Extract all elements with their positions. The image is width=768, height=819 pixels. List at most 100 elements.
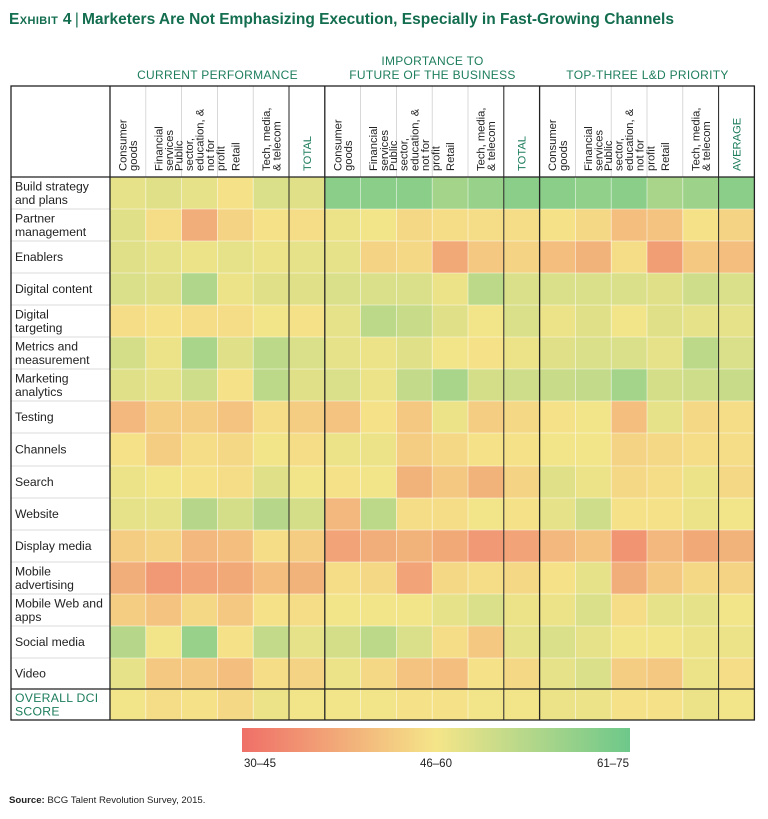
- heatmap-cell: [611, 594, 647, 626]
- column-header-line: Tech, media,: [690, 108, 702, 171]
- heatmap-cell: [324, 562, 361, 594]
- column-header-line: & telecom: [701, 121, 713, 171]
- heatmap-cell: [539, 658, 576, 689]
- row-label: Metrics and: [15, 340, 78, 354]
- heatmap-cell: [611, 466, 647, 498]
- heatmap-cell: [575, 530, 612, 562]
- heatmap-cell: [611, 689, 647, 720]
- group-label-importance: IMPORTANCE TO FUTURE OF THE BUSINESS: [349, 54, 516, 82]
- heatmap-cell: [253, 562, 289, 594]
- heatmap-cell: [611, 273, 647, 305]
- heatmap-cell: [503, 337, 540, 369]
- heatmap-cell: [503, 401, 540, 433]
- heatmap-cell: [539, 369, 576, 401]
- heatmap-cell: [181, 562, 218, 594]
- column-header-line: & telecom: [486, 121, 498, 171]
- column-header-group: Tech, media,& telecom: [261, 108, 284, 171]
- heatmap-cell: [682, 305, 719, 337]
- heatmap-cell: [181, 498, 218, 530]
- row-label: measurement: [15, 353, 90, 367]
- heatmap-cell: [360, 369, 397, 401]
- heatmap-cell: [432, 498, 468, 530]
- heatmap-cell: [432, 369, 468, 401]
- exhibit-label: Exhibit 4: [9, 11, 72, 28]
- heatmap-cell: [396, 305, 433, 337]
- heatmap-cell: [503, 369, 540, 401]
- heatmap-cell: [360, 562, 397, 594]
- column-header-line: Consumer: [547, 119, 559, 171]
- heatmap-cell: [181, 689, 218, 720]
- heatmap-cell: [611, 626, 647, 658]
- heatmap-cell: [539, 209, 576, 241]
- row-label: Display media: [15, 539, 92, 553]
- heatmap-cell: [575, 369, 612, 401]
- heatmap-cell: [110, 689, 146, 720]
- heatmap-cell: [611, 530, 647, 562]
- column-header-line: not for: [205, 139, 217, 171]
- heatmap-cell: [468, 337, 504, 369]
- heatmap-cell: [181, 401, 218, 433]
- row-label: Build strategy: [15, 180, 90, 194]
- heatmap-cell: [539, 433, 576, 466]
- heatmap-cell: [503, 305, 540, 337]
- heatmap-cell: [718, 241, 755, 273]
- heatmap-cell: [718, 594, 755, 626]
- column-header-line: Consumer: [332, 119, 344, 171]
- heatmap-cell: [647, 177, 683, 209]
- heatmap-cell: [682, 658, 719, 689]
- heatmap-cell: [503, 689, 540, 720]
- heatmap-cell: [145, 530, 182, 562]
- heatmap-cell: [539, 305, 576, 337]
- heatmap-cell: [718, 433, 755, 466]
- heatmap-cell: [253, 209, 289, 241]
- heatmap-cell: [145, 466, 182, 498]
- legend-high-label: 61–75: [597, 758, 629, 770]
- heatmap-cell: [217, 209, 254, 241]
- heatmap-cell: [110, 562, 146, 594]
- column-header-group: TOTAL: [302, 136, 314, 171]
- heatmap-cell: [468, 626, 504, 658]
- heatmap-cell: [217, 337, 254, 369]
- row-label: targeting: [15, 321, 62, 335]
- row-label: Enablers: [15, 250, 63, 264]
- heatmap-cell: [718, 530, 755, 562]
- heatmap-cell: [324, 498, 361, 530]
- heatmap-cell: [360, 530, 397, 562]
- heatmap-cell: [360, 689, 397, 720]
- heatmap-cell: [396, 433, 433, 466]
- column-header-line: sector,: [614, 138, 626, 171]
- heatmap-cell: [289, 689, 325, 720]
- heatmap-cell: [396, 401, 433, 433]
- column-header-line: Financial: [153, 126, 165, 171]
- heatmap-cell: [217, 177, 254, 209]
- column-header-line: AVERAGE: [732, 118, 744, 171]
- heatmap-cell: [539, 241, 576, 273]
- heatmap-cell: [575, 273, 612, 305]
- heatmap-cell: [718, 466, 755, 498]
- heatmap-cell: [217, 689, 254, 720]
- heatmap-cell: [289, 626, 325, 658]
- row-label: Social media: [15, 635, 85, 649]
- heatmap-cell: [682, 209, 719, 241]
- heatmap-cell: [468, 369, 504, 401]
- chart-title: Exhibit 4 | Marketers Are Not Emphasizing …: [9, 11, 674, 29]
- column-header-line: profit: [216, 145, 228, 171]
- heatmap-cell: [575, 401, 612, 433]
- column-header-group: Retail: [230, 142, 242, 171]
- heatmap-cell: [432, 401, 468, 433]
- heatmap-cell: [396, 530, 433, 562]
- heatmap-cell: [468, 305, 504, 337]
- heatmap-cell: [396, 273, 433, 305]
- heatmap-cell: [575, 689, 612, 720]
- heatmap-cell: [110, 594, 146, 626]
- heatmap-cell: [539, 530, 576, 562]
- heatmap-cell: [468, 209, 504, 241]
- column-header-line: Retail: [230, 142, 242, 171]
- column-header-group: Tech, media,& telecom: [690, 108, 713, 171]
- heatmap-cell: [682, 594, 719, 626]
- heatmap-cell: [468, 177, 504, 209]
- heatmap-cell: [682, 689, 719, 720]
- heatmap-cell: [611, 401, 647, 433]
- row-label: Channels: [15, 443, 67, 457]
